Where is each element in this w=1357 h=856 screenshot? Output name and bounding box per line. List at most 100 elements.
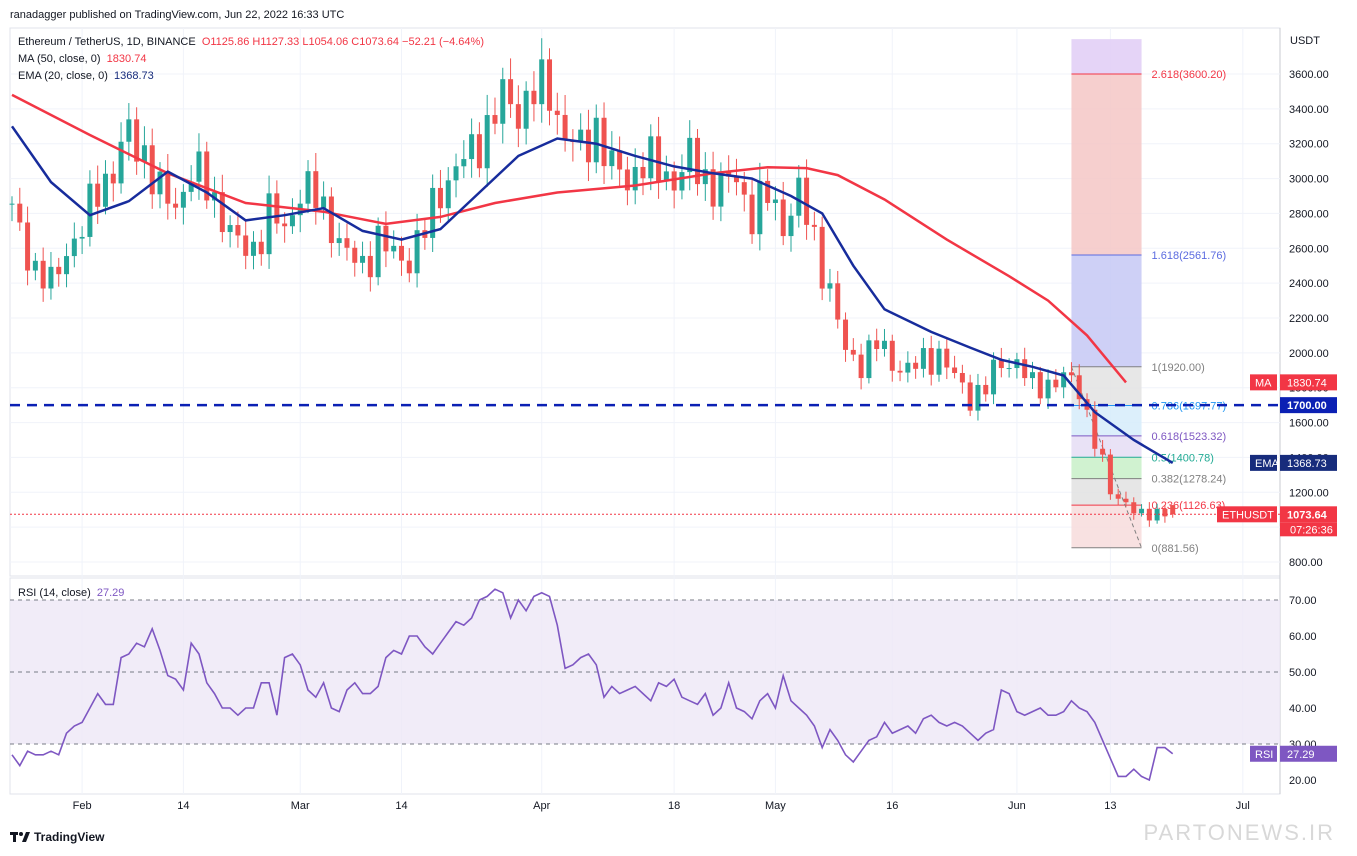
- candle-body: [804, 177, 810, 225]
- y-tick-label: 3400.00: [1289, 104, 1329, 116]
- fib-zone: [1071, 254, 1142, 367]
- price-line-value: 1700.00: [1287, 400, 1327, 412]
- candle-body: [328, 196, 334, 244]
- rsi-tag-name: RSI: [1255, 749, 1273, 761]
- series-tag: [1250, 454, 1277, 471]
- series-tag-value: 1830.74: [1287, 377, 1327, 389]
- candle-body: [243, 235, 249, 256]
- candle-body: [141, 145, 147, 162]
- candle-body: [274, 193, 280, 224]
- countdown-tag: [1280, 522, 1337, 537]
- candle-body: [967, 382, 973, 411]
- candle-body: [204, 151, 210, 201]
- candle-body: [710, 169, 716, 207]
- candle-body: [406, 260, 412, 274]
- candle-body: [1068, 372, 1074, 376]
- candle-body: [585, 129, 591, 163]
- candle-body: [897, 370, 903, 373]
- axes: 800.001000.001200.001400.001600.001800.0…: [73, 69, 1337, 812]
- y-tick-label: 1600.00: [1289, 418, 1329, 430]
- fib-extension-tool: 2.618(3600.20) 1.618(2561.76) 1(1920.00) 0.…: [1070, 39, 1227, 555]
- rsi-legend[interactable]: RSI (14, close) 27.29: [18, 587, 124, 599]
- fib-level-label: 0.618(1523.32): [1152, 431, 1227, 443]
- candle-body: [445, 180, 451, 209]
- ma-legend[interactable]: MA (50, close, 0) 1830.74: [18, 53, 146, 65]
- candle-body: [1076, 375, 1082, 400]
- rsi-tick-label: 20.00: [1289, 775, 1317, 787]
- rsi-value-tag: [1280, 745, 1337, 762]
- fib-zone: [1071, 366, 1142, 406]
- candle-body: [539, 59, 545, 105]
- symbol-tag: [1217, 506, 1277, 523]
- candle-body: [741, 182, 747, 195]
- candle-body: [1115, 494, 1121, 499]
- candle-body: [430, 187, 436, 238]
- candle-body: [695, 137, 701, 185]
- candle-body: [913, 362, 919, 369]
- fib-zone: [1071, 73, 1142, 255]
- candle-body: [118, 141, 124, 184]
- candle-body: [95, 183, 101, 207]
- candle-body: [835, 283, 841, 320]
- candle-body: [48, 266, 54, 289]
- candle-body: [508, 79, 514, 105]
- candle-body: [500, 79, 506, 124]
- tradingview-logo[interactable]: TradingView: [10, 830, 104, 844]
- candle-body: [1123, 498, 1129, 503]
- candle-body: [819, 226, 825, 289]
- candle-body: [17, 203, 23, 223]
- candle-body: [149, 145, 155, 195]
- rsi-tick-label: 60.00: [1289, 631, 1317, 643]
- ohlc-values: O1125.86 H1127.33 L1054.06 C1073.64 −52.…: [201, 36, 484, 48]
- candle-body: [648, 136, 654, 179]
- symbol-name[interactable]: Ethereum / TetherUS, 1D, BINANCE: [18, 36, 196, 48]
- ema-legend-value: 1368.73: [114, 70, 154, 82]
- fib-zone: [1071, 478, 1142, 506]
- candle-body: [321, 196, 327, 208]
- candle-body: [983, 384, 989, 395]
- candle-body: [562, 114, 568, 141]
- candle-body: [476, 134, 482, 169]
- fib-zone: [1071, 505, 1142, 548]
- candle-body: [780, 199, 786, 237]
- candle-body: [998, 359, 1004, 369]
- candle-body: [772, 199, 778, 203]
- series-tag-name: MA: [1255, 377, 1272, 389]
- countdown-label: 07:26:36: [1290, 524, 1333, 536]
- ma-legend-label: MA (50, close, 0): [18, 53, 101, 65]
- y-tick-label: 3000.00: [1289, 174, 1329, 186]
- x-tick-label: Feb: [73, 800, 92, 812]
- candle-body: [858, 354, 864, 379]
- series-tag: [1250, 374, 1277, 391]
- candle-body: [227, 225, 233, 233]
- series-tag-name: EMA: [1255, 458, 1280, 470]
- candle-body: [313, 171, 319, 208]
- y-tick-label: 2400.00: [1289, 278, 1329, 290]
- candle-body: [173, 203, 179, 208]
- currency-label: USDT: [1290, 35, 1320, 47]
- candle-body: [656, 136, 662, 182]
- candle-body: [134, 119, 140, 162]
- candle-body: [866, 340, 872, 379]
- candle-body: [258, 241, 264, 255]
- candle-body: [881, 340, 887, 350]
- rsi-line: [11, 588, 1174, 782]
- candle-body: [484, 115, 490, 169]
- candle-body: [874, 340, 880, 350]
- candle-body: [547, 59, 553, 111]
- candle-body: [102, 173, 108, 207]
- candle-body: [952, 367, 958, 373]
- candle-body: [25, 222, 31, 271]
- candle-body: [1045, 379, 1051, 399]
- candle-body: [733, 176, 739, 183]
- y-tick-label: 3600.00: [1289, 69, 1329, 81]
- candle-body: [437, 187, 443, 209]
- candle-body: [492, 115, 498, 124]
- candle-body: [1146, 508, 1152, 521]
- candle-body: [399, 245, 404, 261]
- candle-body: [593, 117, 599, 163]
- ema-legend[interactable]: EMA (20, close, 0) 1368.73: [18, 70, 154, 82]
- fib-level-label: 0.236(1126.63): [1152, 500, 1226, 512]
- candle-body: [632, 166, 638, 191]
